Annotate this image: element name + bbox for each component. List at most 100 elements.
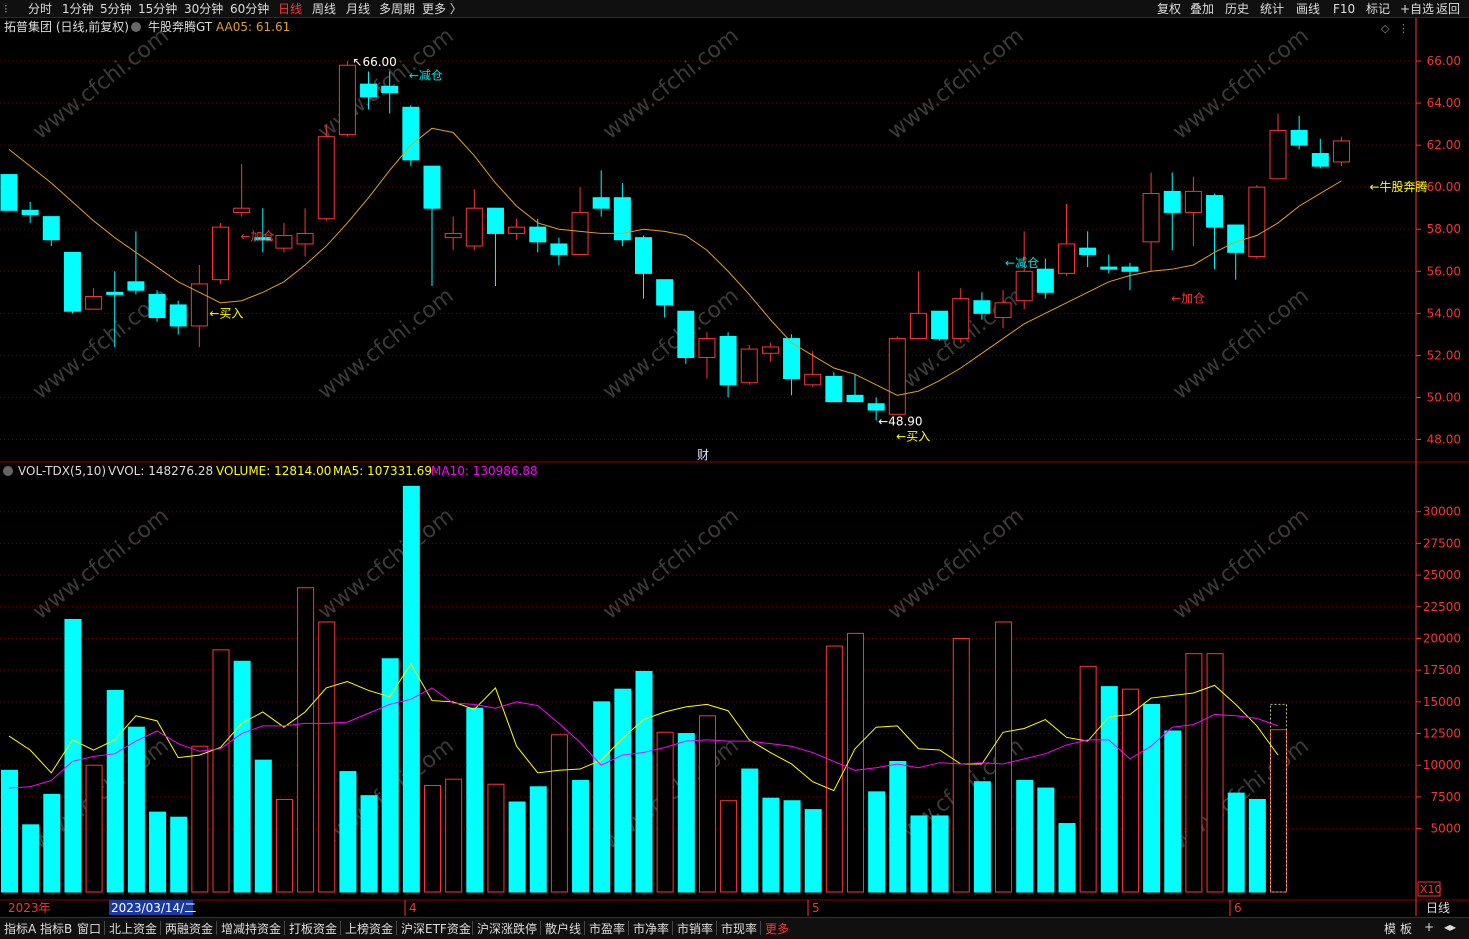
volume-bar (445, 778, 463, 893)
signal-annotation: ←减仓 (409, 69, 443, 83)
candle (973, 300, 991, 314)
volume-ma5-value: MA5: 107331.69 (333, 464, 432, 478)
tab-northbound-funds[interactable]: 北上资金 (109, 922, 158, 936)
candle (275, 235, 293, 249)
tab-separator (760, 921, 761, 935)
tab-1min[interactable]: 1分钟 (62, 2, 94, 16)
add-watchlist-button[interactable]: +自选 (1400, 2, 1435, 16)
volume-bar (804, 809, 822, 893)
volume-bar (170, 816, 188, 893)
date-axis-label: 6 (1234, 901, 1242, 915)
draw-line-button[interactable]: 画线 (1296, 2, 1321, 16)
f10-button[interactable]: F10 (1333, 2, 1356, 16)
tab-margin-funds[interactable]: 两融资金 (165, 922, 214, 936)
candle (508, 226, 526, 234)
tab-dragon-list-funds[interactable]: 上榜资金 (345, 922, 394, 936)
volume-bar (952, 637, 970, 893)
tab-etf-funds[interactable]: 沪深ETF资金 (401, 922, 471, 936)
volume-bar (847, 632, 864, 893)
back-button[interactable]: 返回 (1436, 2, 1461, 16)
volume-bar (1016, 779, 1034, 893)
tab-30min[interactable]: 30分钟 (184, 2, 224, 16)
candle (1121, 266, 1139, 272)
diamond-icon: ◇ (1381, 22, 1390, 35)
candle (190, 283, 208, 327)
volume-bar (825, 645, 843, 893)
tab-more[interactable]: 更多 〉 (422, 2, 462, 16)
template-button[interactable]: 模 (1384, 922, 1397, 936)
candle (719, 335, 737, 386)
candle (254, 237, 272, 241)
price-tick-label: 50.00 (1427, 390, 1461, 404)
date-axis-label: 4 (409, 901, 417, 915)
volume-bar (339, 771, 357, 893)
volume-bar (212, 649, 230, 893)
restore-rights-button[interactable]: 复权 (1157, 2, 1182, 16)
watermark-text: www.cfchi.com (28, 23, 173, 144)
tab-separator (104, 921, 105, 935)
price-tick-label: 60.00 (1427, 180, 1461, 194)
tab-60min[interactable]: 60分钟 (230, 2, 270, 16)
history-button[interactable]: 历史 (1225, 2, 1250, 16)
candle (486, 207, 504, 234)
unit-box (1417, 881, 1441, 897)
mark-button[interactable]: 标记 (1366, 2, 1391, 16)
financial-report-marker: 财 (697, 448, 709, 462)
tab-window[interactable]: 窗口 (77, 922, 102, 936)
candle (1100, 266, 1118, 270)
candle (127, 281, 145, 291)
volume-bar (64, 618, 82, 893)
tab-pe-ratio[interactable]: 市盈率 (589, 922, 626, 936)
scroll-arrows-icon[interactable]: ◂▸ (1444, 920, 1457, 934)
tab-retail-line[interactable]: 散户线 (545, 922, 582, 936)
volume-bar (487, 783, 505, 893)
tab-weekly[interactable]: 周线 (312, 2, 337, 16)
candle (550, 243, 568, 255)
candle (846, 394, 864, 403)
tab-holding-change-funds[interactable]: 增减持资金 (221, 922, 282, 936)
tab-intraday[interactable]: 分时 (28, 2, 53, 16)
price-tick-label: 48.00 (1427, 432, 1461, 446)
stock-title: 拓普集团 (日线,前复权) (4, 19, 129, 34)
price-tick-label: 52.00 (1427, 348, 1461, 362)
watermark-text: www.cfchi.com (313, 23, 458, 144)
candle (1290, 129, 1308, 146)
aa05-value: AA05: 61.61 (216, 20, 290, 34)
signal-annotation: ↖66.00 (352, 55, 396, 69)
candle (317, 136, 335, 220)
overlay-button[interactable]: 叠加 (1190, 2, 1215, 16)
board-button[interactable]: 板 (1400, 922, 1413, 936)
tab-pb-ratio[interactable]: 市净率 (633, 922, 670, 936)
zoom-in-button[interactable]: + (1424, 920, 1435, 934)
tab-multi-period[interactable]: 多周期 (379, 2, 416, 16)
tab-15min[interactable]: 15分钟 (138, 2, 178, 16)
tab-indicator-a[interactable]: 指标A (4, 922, 37, 936)
stats-button[interactable]: 统计 (1260, 2, 1285, 16)
tab-indicator-b[interactable]: 指标B (40, 922, 73, 936)
candle (909, 312, 927, 340)
candle (296, 232, 314, 245)
tab-limit-up-funds[interactable]: 打板资金 (289, 922, 338, 936)
grip-icon[interactable]: ⁝ (4, 2, 8, 16)
tab-separator (160, 921, 161, 935)
candle (1079, 247, 1097, 255)
tab-more[interactable]: 更多 (765, 922, 790, 936)
candle (1311, 153, 1329, 167)
volume-bar (572, 779, 590, 893)
candle (1058, 243, 1075, 274)
candle (994, 302, 1012, 319)
tab-limit-stats[interactable]: 沪深涨跌停 (477, 922, 538, 936)
price-tick-label: 66.00 (1427, 54, 1461, 68)
tab-daily[interactable]: 日线 (278, 2, 303, 16)
tab-pcf-ratio[interactable]: 市现率 (721, 922, 758, 936)
candle (761, 346, 779, 354)
volume-bar (698, 715, 716, 893)
tab-ps-ratio[interactable]: 市销率 (677, 922, 714, 936)
volume-bar (402, 485, 420, 893)
volume-bar (360, 795, 378, 893)
volume-bar (106, 689, 124, 893)
candle (423, 165, 441, 209)
tab-monthly[interactable]: 月线 (346, 2, 371, 16)
tab-5min[interactable]: 5分钟 (100, 2, 132, 16)
